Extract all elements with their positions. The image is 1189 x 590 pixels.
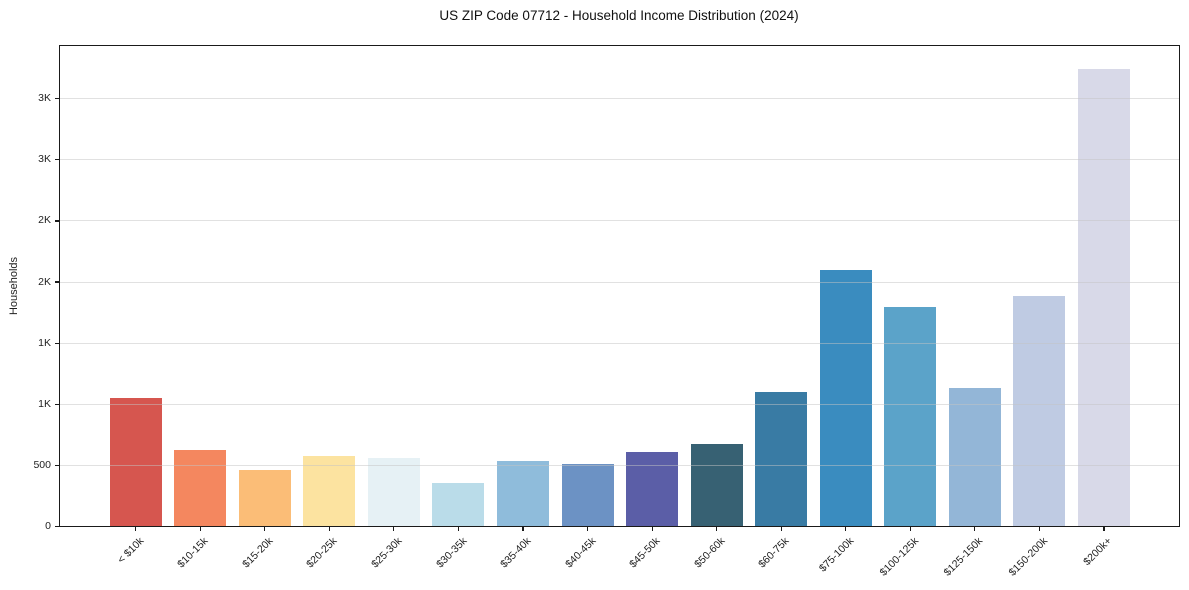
y-tick-label: 2K xyxy=(38,214,51,227)
y-tick-mark xyxy=(54,525,59,528)
x-tick-label: $125-150k xyxy=(941,534,986,579)
x-tick-mark xyxy=(135,526,137,531)
gridline xyxy=(60,464,1179,466)
x-tick-label: $10-15k xyxy=(175,534,211,570)
y-tick-mark xyxy=(54,403,59,405)
y-tick-label: 0 xyxy=(45,520,51,532)
x-tick-mark xyxy=(909,526,911,531)
x-tick-mark xyxy=(716,526,718,531)
bar-$30-35k xyxy=(432,483,485,527)
x-tick-label: $25-30k xyxy=(369,534,405,570)
x-tick-mark xyxy=(780,526,782,531)
y-tick-mark xyxy=(54,464,59,466)
bar-< $10k xyxy=(109,398,162,527)
x-tick-label: $50-60k xyxy=(691,534,728,570)
y-tick-label: 2K xyxy=(38,275,51,288)
x-tick-label: $20-25k xyxy=(304,534,340,570)
x-tick-mark xyxy=(651,526,653,531)
x-tick-mark xyxy=(457,526,460,531)
gridline xyxy=(60,159,1179,161)
gridline xyxy=(60,403,1179,405)
gridline xyxy=(60,342,1179,344)
x-tick-label: $30-35k xyxy=(433,534,469,570)
x-tick-mark xyxy=(974,526,976,531)
x-tick-mark xyxy=(199,526,201,531)
y-tick-mark xyxy=(54,281,59,283)
y-tick-mark xyxy=(54,342,59,344)
bar-$200k+ xyxy=(1077,68,1130,527)
y-tick-mark xyxy=(54,220,59,222)
bar-$10-15k xyxy=(174,450,227,527)
bar-$60-75k xyxy=(755,392,808,527)
bar-$40-45k xyxy=(561,464,614,527)
x-tick-mark xyxy=(264,526,266,531)
x-tick-label: $100-125k xyxy=(877,534,921,579)
bar-$15-20k xyxy=(238,469,291,527)
y-tick-label: 3K xyxy=(38,92,51,105)
bar-$20-25k xyxy=(303,456,356,527)
x-tick-mark xyxy=(586,526,589,531)
chart-title: US ZIP Code 07712 - Household Income Dis… xyxy=(439,8,799,23)
bar-$45-50k xyxy=(626,451,679,527)
bar-$150-200k xyxy=(1013,295,1066,527)
x-tick-mark xyxy=(845,526,847,531)
x-tick-label: $40-45k xyxy=(562,534,599,570)
bar-$75-100k xyxy=(819,270,872,527)
x-tick-label: $45-50k xyxy=(627,534,663,570)
x-tick-label: < $10k xyxy=(115,534,147,566)
gridline xyxy=(60,98,1179,100)
gridline xyxy=(60,281,1179,283)
x-tick-label: $60-75k xyxy=(756,534,792,570)
bar-$25-30k xyxy=(367,458,420,527)
y-tick-mark xyxy=(54,159,59,161)
bar-$125-150k xyxy=(948,387,1001,527)
x-tick-mark xyxy=(393,526,395,531)
x-tick-label: $35-40k xyxy=(498,534,534,570)
plot-frame xyxy=(59,45,1180,527)
y-tick-label: 1K xyxy=(38,336,51,349)
x-tick-mark xyxy=(328,526,330,531)
gridline xyxy=(60,220,1179,222)
x-tick-mark xyxy=(522,526,524,531)
y-tick-label: 3K xyxy=(38,153,51,166)
x-tick-label: $150-200k xyxy=(1006,534,1050,579)
y-tick-label: 500 xyxy=(33,458,51,471)
x-tick-label: $75-100k xyxy=(816,534,857,574)
x-tick-label: $200k+ xyxy=(1081,534,1115,568)
y-tick-mark xyxy=(54,98,59,100)
x-tick-mark xyxy=(1103,526,1105,531)
bar-$35-40k xyxy=(497,461,549,527)
y-tick-label: 1K xyxy=(38,397,51,410)
bar-$50-60k xyxy=(690,444,743,527)
x-tick-label: $15-20k xyxy=(239,534,276,570)
x-tick-mark xyxy=(1038,526,1040,531)
